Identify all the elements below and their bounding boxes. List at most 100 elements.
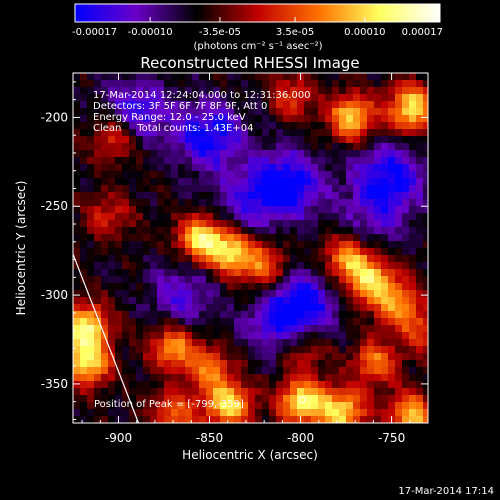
heatmap-cell: [80, 220, 88, 228]
heatmap-cell: [290, 73, 298, 81]
heatmap-cell: [255, 199, 263, 207]
heatmap-cell: [94, 80, 102, 88]
heatmap-cell: [367, 374, 375, 382]
heatmap-cell: [171, 297, 179, 305]
heatmap-cell: [73, 122, 81, 130]
heatmap-cell: [353, 171, 361, 179]
heatmap-cell: [381, 129, 389, 137]
heatmap-cell: [248, 346, 256, 354]
heatmap-cell: [332, 143, 340, 151]
heatmap-cell: [388, 395, 396, 403]
heatmap-cell: [213, 360, 221, 368]
heatmap-cell: [157, 318, 165, 326]
heatmap-cell: [213, 94, 221, 102]
heatmap-cell: [206, 178, 214, 186]
heatmap-cell: [318, 374, 326, 382]
heatmap-cell: [248, 353, 256, 361]
heatmap-cell: [276, 402, 284, 410]
heatmap-cell: [423, 80, 428, 88]
heatmap-cell: [416, 416, 424, 423]
heatmap-cell: [157, 185, 165, 193]
heatmap-cell: [80, 80, 88, 88]
heatmap-cell: [171, 374, 179, 382]
heatmap-cell: [143, 255, 151, 263]
heatmap-cell: [423, 248, 428, 256]
heatmap-cell: [283, 199, 291, 207]
heatmap-cell: [220, 80, 228, 88]
heatmap-cell: [248, 402, 256, 410]
heatmap-cell: [101, 311, 109, 319]
heatmap-cell: [381, 136, 389, 144]
heatmap-cell: [325, 192, 333, 200]
heatmap-cell: [80, 402, 88, 410]
heatmap-cell: [388, 227, 396, 235]
heatmap-cell: [129, 143, 137, 151]
heatmap-cell: [423, 283, 428, 291]
heatmap-cell: [164, 129, 172, 137]
heatmap-cell: [206, 360, 214, 368]
heatmap-cell: [192, 241, 200, 249]
heatmap-cell: [402, 395, 410, 403]
heatmap-cell: [262, 171, 270, 179]
heatmap-cell: [150, 409, 158, 417]
heatmap-cell: [416, 325, 424, 333]
heatmap-cell: [234, 381, 242, 389]
heatmap-cell: [381, 416, 389, 423]
heatmap-cell: [122, 213, 130, 221]
heatmap-cell: [304, 171, 312, 179]
heatmap-cell: [185, 108, 193, 116]
heatmap-cell: [227, 311, 235, 319]
heatmap-cell: [101, 192, 109, 200]
heatmap-cell: [402, 94, 410, 102]
heatmap-cell: [339, 262, 347, 270]
heatmap-cell: [402, 283, 410, 291]
heatmap-cell: [416, 157, 424, 165]
heatmap-cell: [374, 339, 382, 347]
heatmap-cell: [374, 283, 382, 291]
heatmap-cell: [213, 346, 221, 354]
heatmap-cell: [101, 304, 109, 312]
heatmap-cell: [199, 409, 207, 417]
heatmap-cell: [157, 164, 165, 172]
heatmap-cell: [185, 332, 193, 340]
heatmap-cell: [178, 143, 186, 151]
heatmap-cell: [416, 304, 424, 312]
heatmap-cell: [367, 206, 375, 214]
heatmap-cell: [255, 157, 263, 165]
heatmap-cell: [374, 346, 382, 354]
heatmap-cell: [374, 367, 382, 375]
heatmap-cell: [241, 136, 249, 144]
heatmap-cell: [290, 213, 298, 221]
heatmap-cell: [346, 220, 354, 228]
heatmap-cell: [367, 269, 375, 277]
heatmap-cell: [283, 87, 291, 95]
heatmap-cell: [171, 290, 179, 298]
heatmap-cell: [227, 297, 235, 305]
heatmap-cell: [192, 381, 200, 389]
heatmap-cell: [73, 332, 81, 340]
heatmap-cell: [409, 143, 417, 151]
heatmap-cell: [311, 199, 319, 207]
heatmap-cell: [178, 395, 186, 403]
heatmap-cell: [234, 416, 242, 423]
heatmap-cell: [199, 269, 207, 277]
heatmap-cell: [73, 339, 81, 347]
heatmap-cell: [185, 255, 193, 263]
heatmap-cell: [206, 234, 214, 242]
heatmap-cell: [290, 101, 298, 109]
heatmap-cell: [122, 122, 130, 130]
heatmap-cell: [346, 213, 354, 221]
heatmap-cell: [255, 269, 263, 277]
heatmap-cell: [136, 192, 144, 200]
heatmap-cell: [353, 227, 361, 235]
heatmap-cell: [388, 255, 396, 263]
heatmap-cell: [304, 87, 312, 95]
heatmap-cell: [402, 73, 410, 81]
heatmap-cell: [297, 332, 305, 340]
heatmap-cell: [115, 108, 123, 116]
heatmap-cell: [171, 304, 179, 312]
heatmap-cell: [73, 94, 81, 102]
heatmap-cell: [227, 416, 235, 423]
heatmap-cell: [206, 241, 214, 249]
heatmap-cell: [94, 73, 102, 81]
